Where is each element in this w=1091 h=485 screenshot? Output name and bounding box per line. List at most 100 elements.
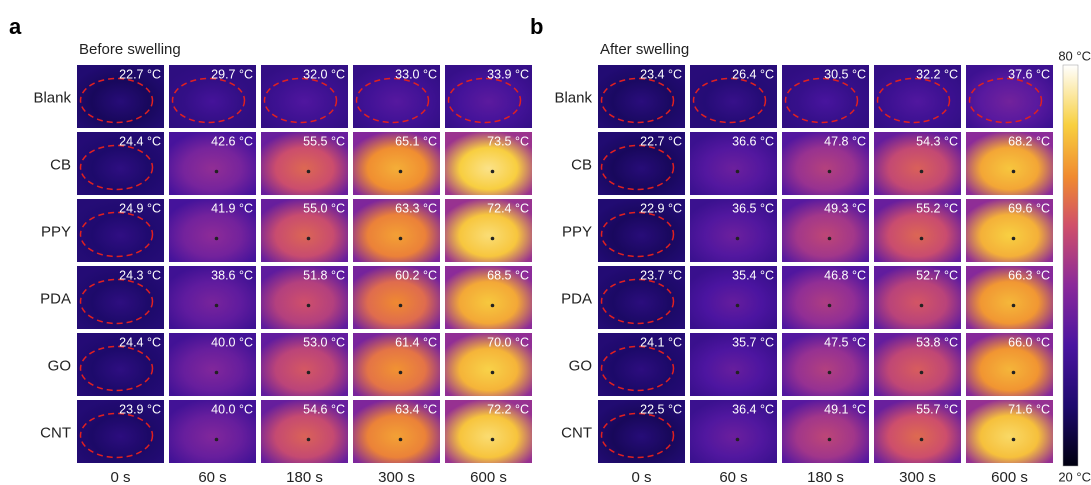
temperature-label: 47.5 °C bbox=[824, 335, 866, 349]
measure-point bbox=[214, 169, 219, 174]
temperature-label: 55.5 °C bbox=[303, 134, 345, 148]
temperature-label: 55.2 °C bbox=[916, 201, 958, 215]
temperature-label: 23.7 °C bbox=[640, 268, 682, 282]
measure-point bbox=[490, 169, 495, 174]
colorbar bbox=[1062, 64, 1079, 467]
thermal-image bbox=[966, 333, 1053, 396]
panel-title: Before swelling bbox=[79, 41, 181, 58]
temperature-label: 47.8 °C bbox=[824, 134, 866, 148]
measure-point bbox=[214, 370, 219, 375]
temperature-label: 42.6 °C bbox=[211, 134, 253, 148]
sample-outline bbox=[784, 77, 859, 124]
row-label: CNT bbox=[40, 424, 71, 441]
thermal-image bbox=[353, 400, 440, 463]
thermal-image bbox=[874, 266, 961, 329]
row-label: GO bbox=[48, 357, 71, 374]
measure-point bbox=[490, 437, 495, 442]
temperature-label: 54.6 °C bbox=[303, 402, 345, 416]
sample-outline bbox=[79, 412, 154, 459]
thermal-image bbox=[690, 400, 777, 463]
measure-point bbox=[1011, 303, 1016, 308]
temperature-label: 36.4 °C bbox=[732, 402, 774, 416]
temperature-label: 24.4 °C bbox=[119, 134, 161, 148]
sample-outline bbox=[600, 412, 675, 459]
row-label: CB bbox=[571, 156, 592, 173]
column-label: 300 s bbox=[899, 469, 936, 485]
thermal-image bbox=[690, 266, 777, 329]
sample-outline bbox=[876, 77, 951, 124]
temperature-label: 49.3 °C bbox=[824, 201, 866, 215]
measure-point bbox=[827, 236, 832, 241]
sample-outline bbox=[600, 77, 675, 124]
temperature-label: 72.4 °C bbox=[487, 201, 529, 215]
measure-point bbox=[398, 370, 403, 375]
temperature-label: 72.2 °C bbox=[487, 402, 529, 416]
temperature-label: 35.4 °C bbox=[732, 268, 774, 282]
thermal-image bbox=[261, 333, 348, 396]
sample-outline bbox=[79, 345, 154, 392]
thermal-image bbox=[598, 199, 685, 262]
thermal-image bbox=[445, 65, 532, 128]
thermal-image bbox=[445, 266, 532, 329]
measure-point bbox=[214, 236, 219, 241]
thermal-image bbox=[874, 400, 961, 463]
temperature-label: 46.8 °C bbox=[824, 268, 866, 282]
colorbar-max: 80 °C bbox=[1058, 48, 1091, 63]
temperature-label: 51.8 °C bbox=[303, 268, 345, 282]
measure-point bbox=[735, 370, 740, 375]
temperature-label: 60.2 °C bbox=[395, 268, 437, 282]
colorbar-min: 20 °C bbox=[1058, 469, 1091, 484]
sample-outline bbox=[600, 144, 675, 191]
row-label: GO bbox=[569, 357, 592, 374]
thermal-image bbox=[782, 400, 869, 463]
panel-letter: b bbox=[530, 14, 543, 39]
column-label: 600 s bbox=[470, 469, 507, 485]
column-label: 300 s bbox=[378, 469, 415, 485]
sample-outline bbox=[79, 144, 154, 191]
thermal-image bbox=[874, 132, 961, 195]
sample-outline bbox=[600, 345, 675, 392]
thermal-image bbox=[261, 266, 348, 329]
thermal-image bbox=[598, 333, 685, 396]
measure-point bbox=[398, 236, 403, 241]
temperature-label: 49.1 °C bbox=[824, 402, 866, 416]
thermal-image bbox=[261, 132, 348, 195]
temperature-label: 40.0 °C bbox=[211, 335, 253, 349]
temperature-label: 24.9 °C bbox=[119, 201, 161, 215]
temperature-label: 63.3 °C bbox=[395, 201, 437, 215]
thermal-image bbox=[874, 65, 961, 128]
temperature-label: 32.0 °C bbox=[303, 67, 345, 81]
column-label: 600 s bbox=[991, 469, 1028, 485]
thermal-image bbox=[261, 400, 348, 463]
thermal-image bbox=[169, 132, 256, 195]
thermal-image bbox=[445, 333, 532, 396]
thermal-image bbox=[169, 266, 256, 329]
temperature-label: 69.6 °C bbox=[1008, 201, 1050, 215]
thermal-image bbox=[77, 333, 164, 396]
temperature-label: 63.4 °C bbox=[395, 402, 437, 416]
thermal-image bbox=[598, 400, 685, 463]
thermal-image bbox=[169, 333, 256, 396]
thermal-image bbox=[353, 333, 440, 396]
temperature-label: 22.5 °C bbox=[640, 402, 682, 416]
thermal-image bbox=[169, 400, 256, 463]
temperature-label: 29.7 °C bbox=[211, 67, 253, 81]
measure-point bbox=[214, 303, 219, 308]
thermal-image bbox=[782, 65, 869, 128]
measure-point bbox=[827, 370, 832, 375]
row-label: PDA bbox=[40, 290, 71, 307]
measure-point bbox=[735, 236, 740, 241]
sample-outline bbox=[79, 211, 154, 258]
temperature-label: 54.3 °C bbox=[916, 134, 958, 148]
temperature-label: 68.5 °C bbox=[487, 268, 529, 282]
temperature-label: 61.4 °C bbox=[395, 335, 437, 349]
temperature-label: 68.2 °C bbox=[1008, 134, 1050, 148]
column-label: 60 s bbox=[198, 469, 226, 485]
temperature-label: 33.9 °C bbox=[487, 67, 529, 81]
temperature-label: 26.4 °C bbox=[732, 67, 774, 81]
measure-point bbox=[827, 303, 832, 308]
column-label: 0 s bbox=[631, 469, 651, 485]
measure-point bbox=[919, 303, 924, 308]
sample-outline bbox=[171, 77, 246, 124]
column-label: 60 s bbox=[719, 469, 747, 485]
